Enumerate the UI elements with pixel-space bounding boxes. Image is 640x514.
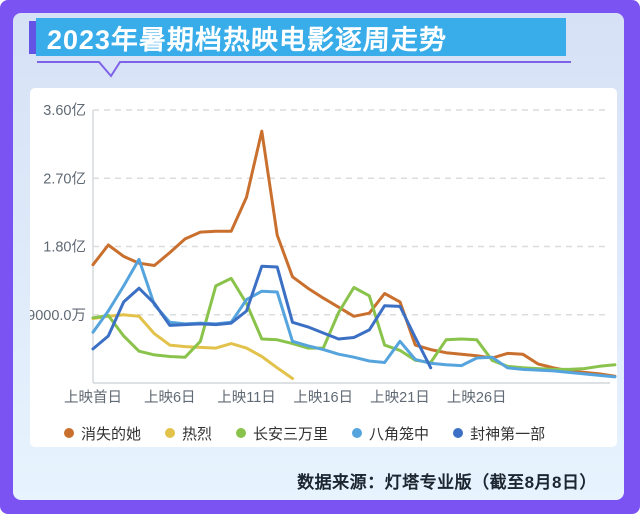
chart-card: 9000.0万 1.80亿 2.70亿 3.60亿上映首日 上映6日 上映11日 上映16日… [30,88,617,447]
y-tick-label: 2.70亿 [43,170,86,187]
x-tick-label: 上映首日 [64,389,122,406]
legend-item-4[interactable]: 封神第一部 [453,423,545,444]
x-tick-label: 上映26日 [447,389,507,406]
y-tick-label: 3.60亿 [43,102,86,119]
x-tick-label: 上映11日 [217,389,276,406]
data-source-note: 数据来源：灯塔专业版（截至8月8日） [297,473,597,492]
legend-dot-icon [236,428,247,438]
legend-item-3[interactable]: 八角笼中 [352,423,429,444]
page-title: 2023年暑期档热映电影逐周走势 [46,24,448,55]
legend-dot-icon [352,428,363,438]
legend-item-0[interactable]: 消失的她 [64,423,141,444]
y-tick-label: 1.80亿 [43,239,86,256]
title-underline [37,61,571,78]
chart-legend: 消失的她 热烈 长安三万里 八角笼中 封神第一部 [64,422,545,444]
series-line-0 [91,129,617,378]
series-line-2 [91,276,617,371]
legend-label: 热烈 [182,425,213,443]
legend-dot-icon [165,428,176,438]
series-line-3 [91,257,617,379]
x-tick-label: 上映16日 [293,389,353,406]
legend-label: 八角笼中 [369,425,430,443]
y-tick-label: 9000.0万 [30,308,86,324]
title-banner: 2023年暑期档热映电影逐周走势 [36,18,566,56]
legend-dot-icon [453,428,464,438]
series-line-1 [91,313,294,380]
title-accent-bar [29,21,36,54]
legend-label: 消失的她 [81,425,142,443]
legend-item-2[interactable]: 长安三万里 [236,423,328,444]
x-tick-label: 上映6日 [144,389,196,406]
legend-item-1[interactable]: 热烈 [165,423,212,444]
legend-label: 封神第一部 [470,425,546,443]
legend-label: 长安三万里 [253,425,329,443]
x-tick-label: 上映21日 [370,389,430,406]
legend-dot-icon [64,428,74,438]
series-line-4 [91,264,433,370]
